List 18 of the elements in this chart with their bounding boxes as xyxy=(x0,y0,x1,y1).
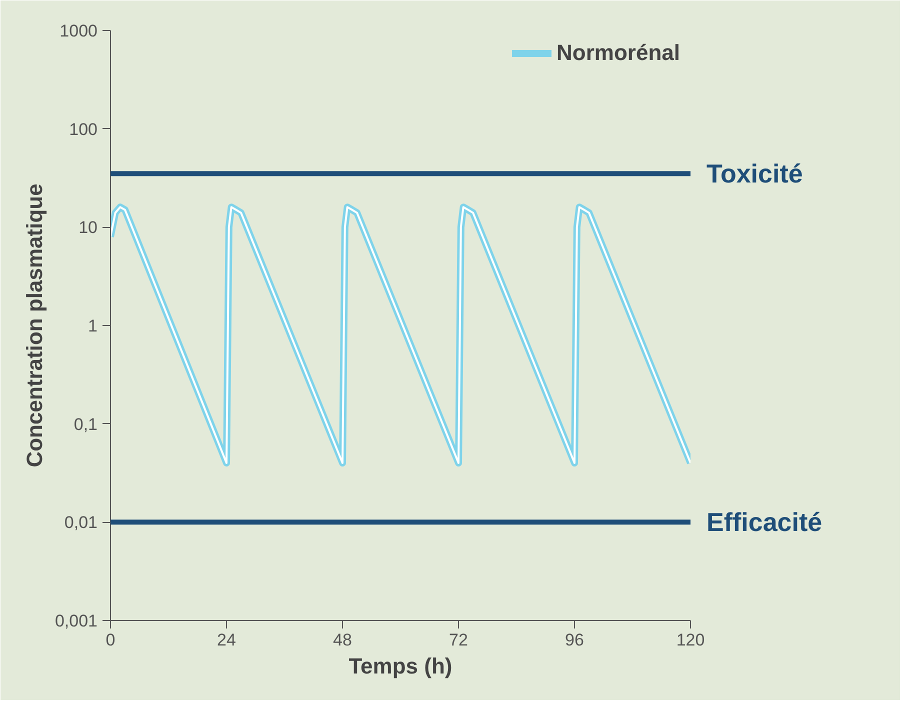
y-tick-label: 10 xyxy=(78,218,98,238)
y-axis-title: Concentration plasmatique xyxy=(22,184,47,468)
x-tick-label: 72 xyxy=(449,630,468,650)
legend-label: Normorénal xyxy=(556,40,680,66)
x-axis-title: Temps (h) xyxy=(348,654,452,678)
ref-line-label: Toxicité xyxy=(706,158,803,189)
y-tick-label: 100 xyxy=(69,120,98,139)
y-tick-label: 1 xyxy=(88,316,98,336)
x-tick-label: 24 xyxy=(217,630,236,650)
ref-line-label: Efficacité xyxy=(706,507,822,538)
x-tick-label: 48 xyxy=(333,630,352,650)
y-tick-label: 0,01 xyxy=(64,513,98,532)
y-tick-label: 1000 xyxy=(60,22,98,40)
x-tick-label: 96 xyxy=(565,630,584,650)
x-tick-label: 0 xyxy=(106,630,116,650)
y-tick-label: 0,001 xyxy=(54,612,98,630)
x-tick-label: 120 xyxy=(676,630,705,650)
y-tick-label: 0,1 xyxy=(74,414,98,434)
